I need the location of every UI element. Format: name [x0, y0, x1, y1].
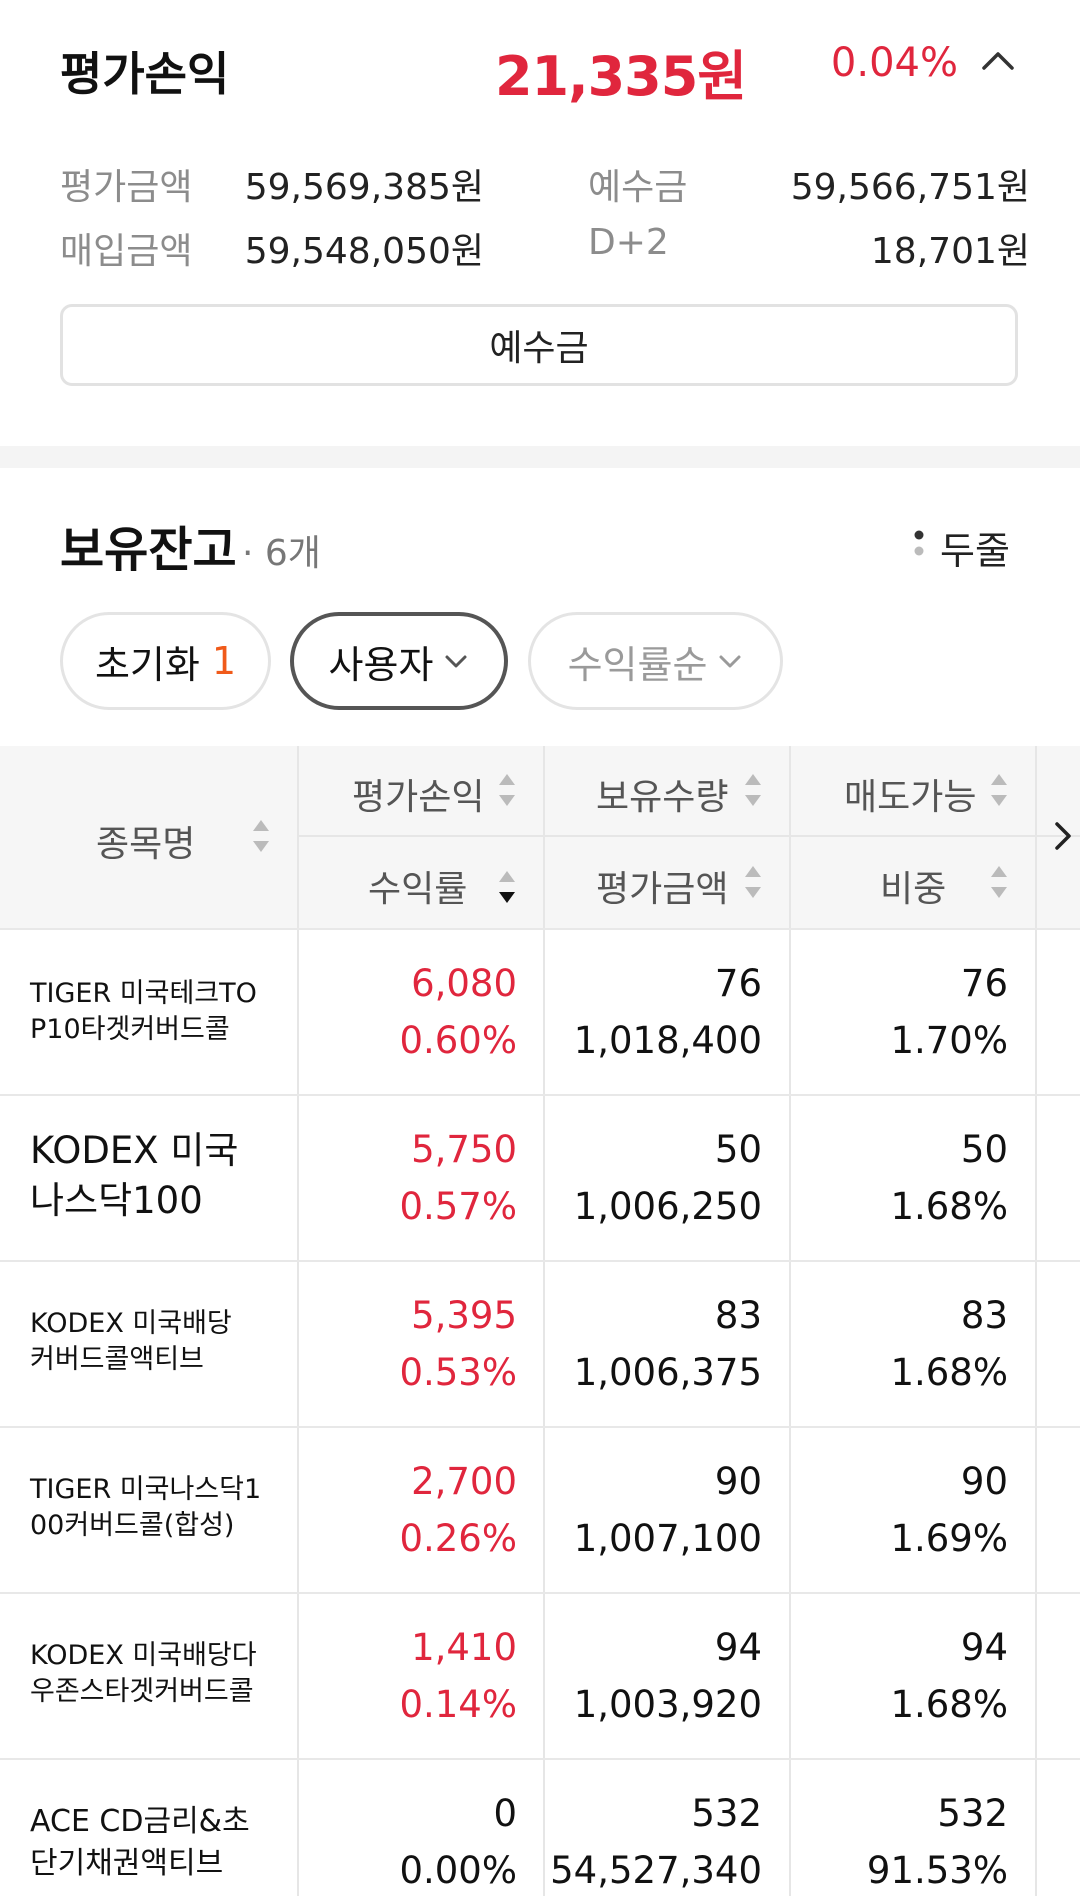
deposit-button[interactable]: 예수금: [60, 304, 1018, 386]
row-qty: 83: [714, 1294, 762, 1337]
sort-order-chip[interactable]: 수익률순: [528, 612, 783, 710]
buy-amount-label: 매입금액: [60, 231, 193, 272]
table-header: [0, 746, 1080, 930]
chevron-down-icon: [719, 655, 741, 668]
d2-label: D+2: [588, 222, 669, 263]
row-pnl: 0: [493, 1792, 517, 1835]
row-rate: 0.14%: [399, 1683, 517, 1726]
row-sellable: 532: [937, 1792, 1008, 1835]
row-eval: 54,527,340: [550, 1849, 762, 1892]
view-toggle-two-lines[interactable]: 두줄: [940, 529, 1010, 573]
col-qty-header[interactable]: 보유수량: [596, 777, 729, 818]
eval-amount-value: 59,569,385원: [244, 167, 484, 208]
row-sellable: 50: [960, 1128, 1008, 1171]
reset-filter-chip[interactable]: 초기화 1: [60, 612, 271, 710]
row-weight: 91.53%: [866, 1849, 1008, 1892]
column-divider: [297, 746, 299, 1896]
pnl-title: 평가손익: [60, 47, 230, 101]
row-sellable: 83: [960, 1294, 1008, 1337]
sort-icon[interactable]: [988, 771, 1010, 809]
row-pnl: 5,750: [411, 1128, 517, 1171]
user-filter-chip[interactable]: 사용자: [290, 612, 508, 710]
row-pnl: 5,395: [411, 1294, 517, 1337]
row-eval: 1,018,400: [573, 1019, 762, 1062]
row-divider: [0, 1758, 1080, 1760]
row-divider: [0, 928, 1080, 930]
pnl-amount: 21,335원: [494, 45, 747, 108]
table-row-name[interactable]: KODEX 미국배당 커버드콜액티브: [30, 1308, 232, 1375]
sort-icon[interactable]: [988, 863, 1010, 901]
row-rate: 0.26%: [399, 1517, 517, 1560]
column-divider: [1035, 746, 1037, 1896]
column-divider: [789, 746, 791, 1896]
user-chip-label: 사용자: [328, 642, 434, 687]
row-rate: 0.57%: [399, 1185, 517, 1228]
column-divider: [543, 746, 545, 1896]
table-row-name[interactable]: KODEX 미국 나스닥100: [30, 1129, 239, 1222]
row-pnl: 6,080: [411, 962, 517, 1005]
row-qty: 90: [714, 1460, 762, 1503]
row-rate: 0.53%: [399, 1351, 517, 1394]
d2-value: 18,701원: [870, 231, 1030, 272]
col-weight-header[interactable]: 비중: [880, 869, 947, 910]
col-pnl-header[interactable]: 평가손익: [352, 777, 485, 818]
row-eval: 1,003,920: [573, 1683, 762, 1726]
row-pnl: 1,410: [411, 1626, 517, 1669]
row-divider: [0, 1094, 1080, 1096]
row-sellable: 94: [960, 1626, 1008, 1669]
row-weight: 1.70%: [890, 1019, 1008, 1062]
row-eval: 1,006,375: [573, 1351, 762, 1394]
row-qty: 76: [714, 962, 762, 1005]
eval-amount-label: 평가금액: [60, 167, 193, 208]
col-eval-header[interactable]: 평가금액: [596, 869, 729, 910]
holdings-title: 보유잔고: [60, 522, 237, 578]
row-weight: 1.68%: [890, 1351, 1008, 1394]
row-weight: 1.68%: [890, 1185, 1008, 1228]
sort-icon[interactable]: [496, 771, 518, 809]
row-pnl: 2,700: [411, 1460, 517, 1503]
table-row-name[interactable]: TIGER 미국나스닥1 00커버드콜(합성): [30, 1474, 262, 1541]
row-eval: 1,007,100: [573, 1517, 762, 1560]
row-divider: [0, 1426, 1080, 1428]
vertical-dots-icon[interactable]: [912, 528, 926, 558]
row-qty: 50: [714, 1128, 762, 1171]
sort-desc-icon[interactable]: [496, 868, 518, 906]
row-rate: 0.60%: [399, 1019, 517, 1062]
chevron-up-icon[interactable]: [978, 40, 1018, 80]
sort-icon[interactable]: [742, 863, 764, 901]
col-name-header[interactable]: 종목명: [96, 824, 196, 865]
row-weight: 1.69%: [890, 1517, 1008, 1560]
buy-amount-value: 59,548,050원: [244, 231, 484, 272]
row-sellable: 76: [960, 962, 1008, 1005]
chevron-down-icon: [445, 655, 467, 668]
reset-chip-label: 초기화: [94, 642, 200, 687]
sort-chip-label: 수익률순: [567, 642, 708, 687]
row-eval: 1,006,250: [573, 1185, 762, 1228]
table-row-name[interactable]: TIGER 미국테크TO P10타겟커버드콜: [30, 978, 257, 1045]
chevron-right-icon[interactable]: [1052, 818, 1074, 854]
header-divider: [298, 835, 1080, 837]
sort-icon[interactable]: [742, 771, 764, 809]
row-qty: 94: [714, 1626, 762, 1669]
col-rate-header[interactable]: 수익률: [368, 869, 468, 910]
sort-icon[interactable]: [250, 817, 272, 855]
table-row-name[interactable]: ACE CD금리&초 단기채권액티브: [30, 1804, 250, 1881]
deposit-value: 59,566,751원: [790, 167, 1030, 208]
row-weight: 1.68%: [890, 1683, 1008, 1726]
row-sellable: 90: [960, 1460, 1008, 1503]
row-qty: 532: [691, 1792, 762, 1835]
pnl-rate: 0.04%: [830, 40, 958, 86]
row-divider: [0, 1592, 1080, 1594]
deposit-label: 예수금: [588, 167, 688, 208]
reset-chip-count: 1: [211, 639, 237, 683]
col-sellable-header[interactable]: 매도가능: [844, 777, 977, 818]
table-row-name[interactable]: KODEX 미국배당다 우존스타겟커버드콜: [30, 1640, 257, 1707]
holdings-count: · 6개: [242, 533, 321, 574]
row-rate: 0.00%: [399, 1849, 517, 1892]
section-divider: [0, 446, 1080, 468]
row-divider: [0, 1260, 1080, 1262]
